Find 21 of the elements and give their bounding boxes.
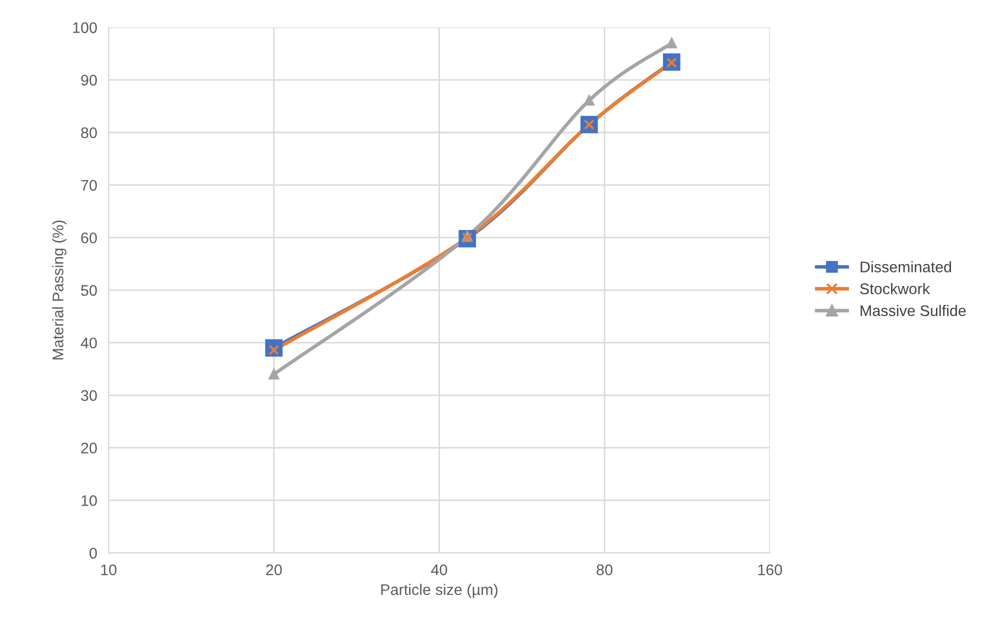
y-tick-label: 0 — [90, 548, 97, 559]
y-axis-title: Material Passing (%) — [52, 220, 66, 360]
y-tick-label: 100 — [73, 22, 97, 34]
legend-label: Massive Sulfide — [860, 304, 966, 316]
x-tick-label: 40 — [431, 564, 448, 576]
x-tick-label: 80 — [596, 564, 612, 576]
y-tick-label: 90 — [81, 74, 97, 86]
x-tick-label: 20 — [266, 564, 282, 576]
y-tick-label: 80 — [81, 127, 97, 138]
y-tick-label: 30 — [81, 390, 97, 401]
legend-label: Disseminated — [860, 261, 952, 272]
y-tick-label: 50 — [81, 285, 97, 296]
y-tick-label: 20 — [81, 442, 97, 454]
y-tick-label: 60 — [81, 232, 97, 244]
y-tick-label: 10 — [82, 495, 97, 506]
x-tick-label: 10 — [101, 564, 116, 576]
legend-label: Stockwork — [860, 283, 930, 294]
x-axis-title: Particle size (µm) — [381, 584, 498, 598]
y-tick-label: 70 — [81, 180, 97, 191]
x-tick-label: 160 — [758, 564, 782, 576]
y-tick-label: 40 — [80, 338, 97, 348]
